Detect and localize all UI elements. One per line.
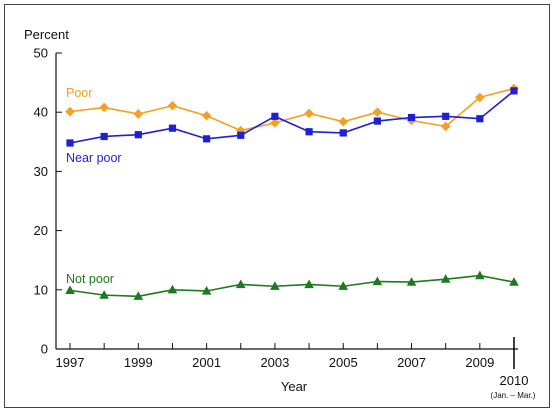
- x-tick-label: 2003: [260, 355, 289, 370]
- series-label: Poor: [66, 86, 92, 100]
- x-tick-label: 1999: [124, 355, 153, 370]
- y-axis-title: Percent: [24, 27, 69, 42]
- data-point-square: [339, 129, 347, 137]
- data-point-square: [305, 128, 313, 136]
- series-poor: Poor: [65, 83, 519, 136]
- data-point-diamond: [440, 121, 451, 132]
- series-near-poor: Near poor: [66, 87, 518, 165]
- data-point-diamond: [201, 110, 212, 121]
- series-layer: Poor Near poor Not poor: [65, 83, 519, 300]
- data-point-square: [237, 131, 245, 139]
- data-point-diamond: [270, 118, 280, 128]
- data-point-triangle: [133, 291, 144, 300]
- series-line: [69, 87, 515, 132]
- x-axis-title: Year: [281, 379, 308, 394]
- data-point-triangle: [406, 277, 417, 286]
- data-point-square: [442, 112, 450, 120]
- y-tick-label: 30: [34, 164, 48, 179]
- data-point-triangle: [201, 285, 212, 295]
- data-point-triangle: [440, 274, 451, 283]
- data-point-triangle: [475, 270, 485, 280]
- x-tick-label: 2005: [329, 355, 358, 370]
- x-tick-label: 2010: [500, 373, 529, 388]
- x-tick-sublabel: (Jan. – Mar.): [491, 391, 536, 400]
- data-point-triangle: [338, 281, 349, 290]
- series-label: Near poor: [66, 151, 122, 165]
- series-label: Not poor: [66, 272, 114, 286]
- data-point-triangle: [167, 284, 178, 294]
- data-point-triangle: [372, 276, 383, 286]
- data-point-triangle: [304, 279, 314, 289]
- data-point-square: [66, 139, 74, 147]
- y-tick-label: 20: [34, 223, 48, 238]
- data-point-diamond: [65, 106, 75, 117]
- data-point-diamond: [304, 108, 314, 119]
- data-point-square: [407, 113, 416, 122]
- series-line: [69, 274, 515, 298]
- data-point-diamond: [372, 107, 383, 117]
- data-point-square: [271, 112, 279, 120]
- y-tick-label: 10: [34, 282, 48, 297]
- x-tick-label: 2009: [465, 355, 494, 370]
- series-line: [69, 90, 515, 144]
- data-point-square: [373, 117, 381, 125]
- data-point-diamond: [475, 92, 485, 103]
- x-tick-label: 1997: [56, 355, 85, 370]
- data-point-square: [168, 124, 177, 132]
- series-not-poor: Not poor: [65, 270, 519, 300]
- data-point-triangle: [99, 290, 109, 299]
- data-point-square: [476, 115, 484, 123]
- data-point-diamond: [167, 100, 178, 111]
- data-point-triangle: [509, 277, 519, 286]
- x-tick-label: 2001: [192, 355, 221, 370]
- x-tick-label: 2007: [397, 355, 426, 370]
- data-point-diamond: [133, 109, 144, 119]
- data-point-triangle: [235, 279, 246, 289]
- data-point-triangle: [65, 285, 75, 294]
- data-point-square: [510, 87, 518, 95]
- axes: 0 10 20 30 40 50 1997 1999 2001 2003 2005 2007 2009 2…: [34, 46, 536, 401]
- data-point-square: [203, 135, 211, 143]
- data-point-square: [100, 132, 108, 141]
- data-point-diamond: [99, 102, 109, 113]
- y-tick-label: 50: [34, 46, 48, 61]
- chart-frame: [4, 4, 550, 408]
- data-point-triangle: [270, 281, 280, 290]
- data-point-diamond: [338, 116, 349, 127]
- y-tick-label: 40: [34, 105, 48, 120]
- data-point-square: [134, 131, 142, 139]
- y-tick-label: 0: [41, 342, 48, 357]
